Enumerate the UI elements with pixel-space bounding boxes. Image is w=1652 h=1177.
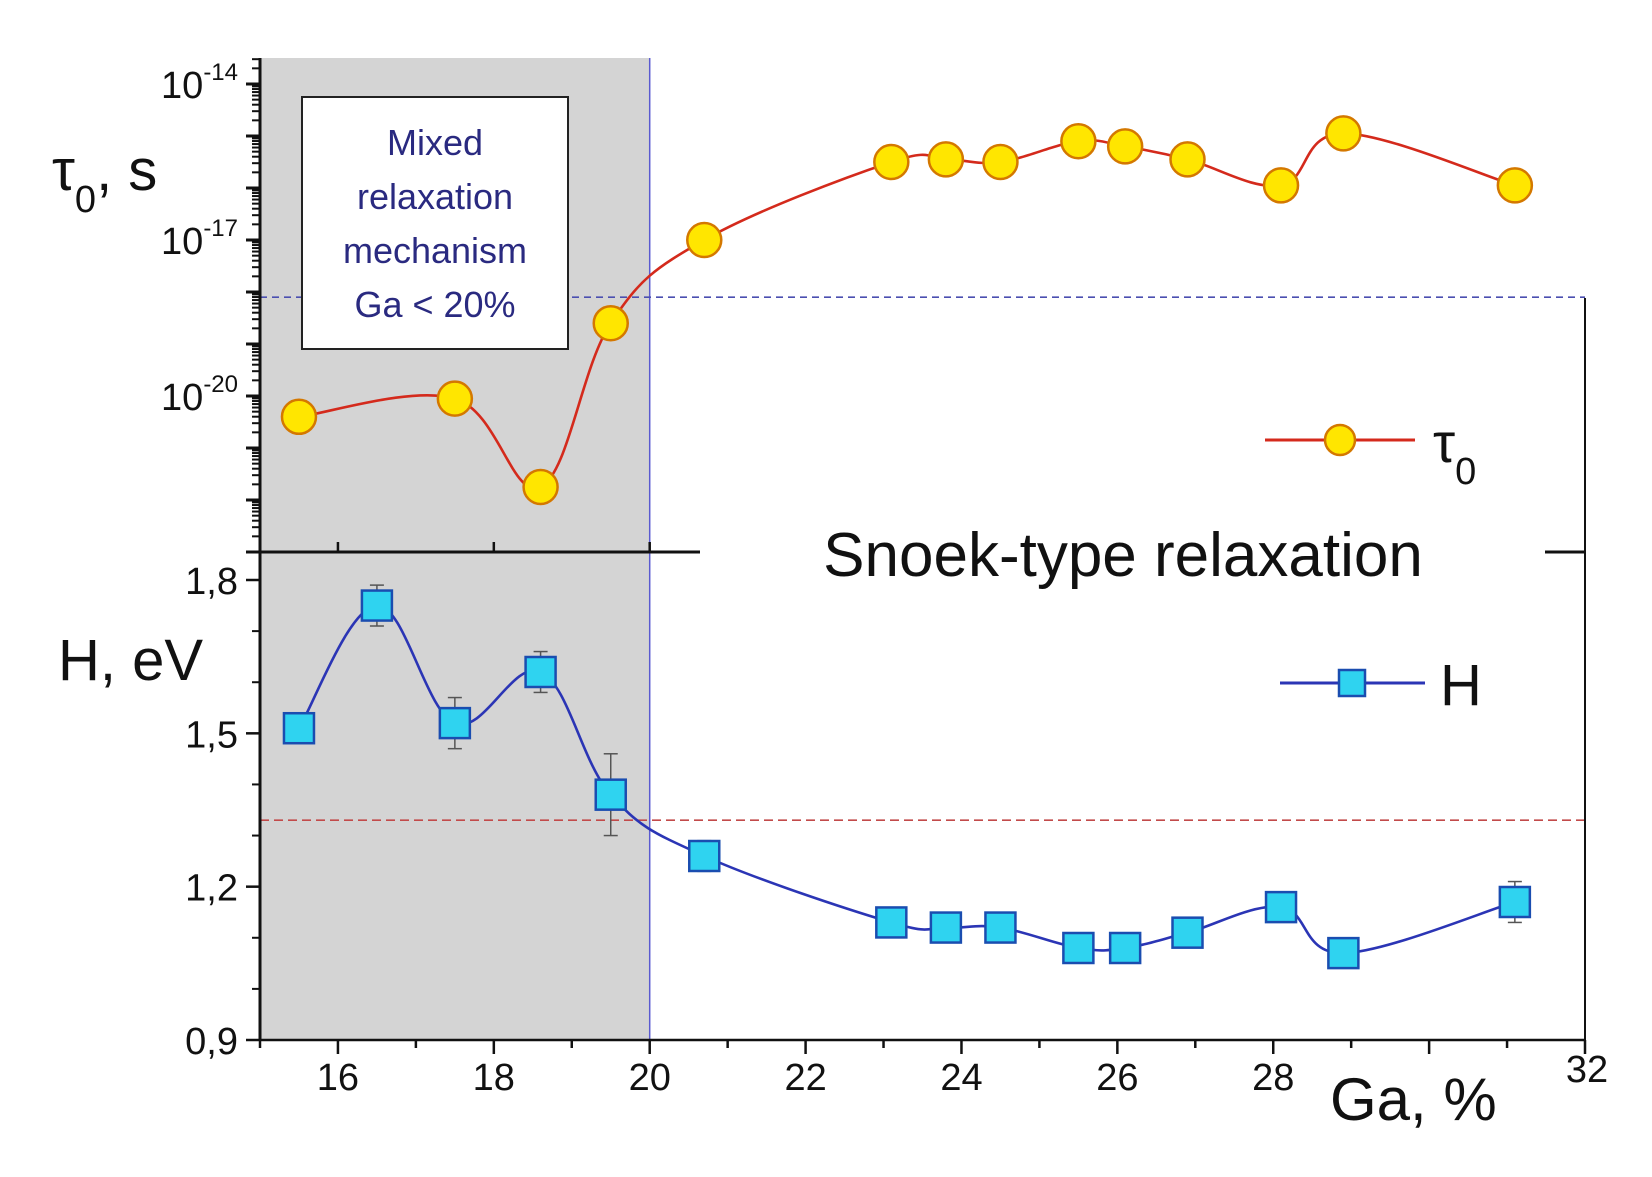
mixed-mechanism-text: Ga < 20%	[354, 284, 515, 325]
snoek-relaxation-title: Snoek-type relaxation	[823, 521, 1423, 590]
tau-data-point	[1325, 115, 1362, 152]
h-data-point	[360, 589, 394, 622]
tau-tick-label: 10-20	[161, 371, 238, 419]
h-data-point	[1108, 931, 1142, 965]
x-tick-label: 26	[1096, 1057, 1138, 1099]
h-data-point	[282, 711, 316, 745]
h-tick-label: 1,2	[185, 868, 238, 910]
h-tick-label: 1,8	[185, 561, 238, 603]
tau-tick-label: 10-14	[161, 59, 238, 107]
mixed-mechanism-text: relaxation	[357, 176, 513, 217]
h-data-point	[524, 655, 557, 689]
mixed-mechanism-box	[301, 96, 569, 350]
h-legend-label: H	[1440, 653, 1482, 718]
x-tick-label: 32	[1566, 1049, 1608, 1091]
tau-data-point	[522, 468, 559, 506]
h-data-point	[438, 706, 472, 740]
x-tick-label: 24	[940, 1057, 982, 1099]
h-data-point	[1171, 916, 1204, 949]
mixed-mechanism-text: mechanism	[343, 230, 527, 271]
tau-data-point	[873, 143, 910, 181]
x-tick-label: 22	[784, 1057, 826, 1099]
tau-tick-label: 10-17	[161, 215, 238, 263]
h-data-point	[929, 911, 963, 944]
tau-legend-marker	[1323, 423, 1357, 457]
h-data-point	[1264, 890, 1298, 924]
tau-data-point	[1106, 128, 1144, 165]
h-data-point	[875, 906, 908, 939]
h-axis-label: H, eV	[58, 628, 203, 693]
tau-data-point	[592, 304, 629, 342]
tau-data-point	[1496, 167, 1534, 204]
tau-legend-label: τ0	[1433, 411, 1476, 493]
h-data-point	[594, 778, 627, 811]
tau-data-point	[982, 143, 1019, 181]
h-data-point	[688, 839, 721, 873]
h-data-point	[1498, 885, 1532, 919]
x-tick-label: 16	[317, 1057, 359, 1099]
tau-data-point	[1169, 141, 1206, 178]
tau-data-point	[1262, 167, 1300, 204]
tau-data-point	[436, 380, 474, 417]
h-data-point	[1327, 936, 1360, 970]
mixed-mechanism-text: Mixed	[387, 122, 483, 163]
x-tick-label: 18	[473, 1057, 515, 1099]
h-legend-marker	[1337, 668, 1367, 698]
h-tick-label: 0,9	[185, 1021, 238, 1063]
tau-data-point	[686, 221, 723, 259]
tau-data-point	[927, 141, 965, 178]
tau-axis-label: τ0, s	[52, 138, 157, 221]
h-data-point	[984, 911, 1017, 944]
tau-data-point	[1060, 122, 1097, 160]
x-tick-label: 28	[1252, 1057, 1294, 1099]
h-tick-label: 1,5	[185, 714, 238, 756]
tau-data-point	[280, 398, 318, 436]
x-axis-label: Ga, %	[1330, 1066, 1497, 1133]
h-data-point	[1062, 931, 1095, 965]
x-tick-label: 20	[629, 1057, 671, 1099]
